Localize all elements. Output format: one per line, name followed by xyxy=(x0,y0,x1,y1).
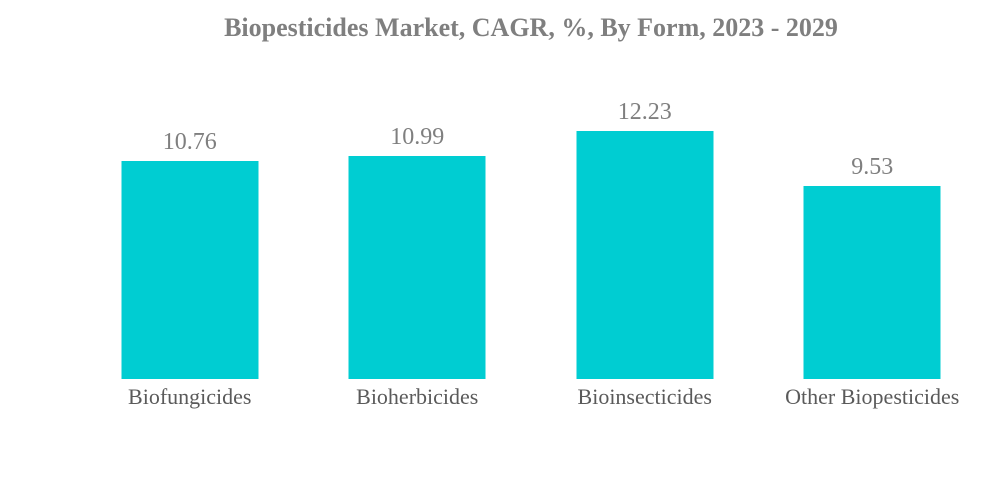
bar-chart: 10.76 Biofungicides 10.99 Bioherbicides 12.2… xyxy=(76,0,986,483)
bar-value-label: 9.53 xyxy=(851,153,894,180)
bar xyxy=(576,131,714,379)
bar xyxy=(348,156,486,379)
chart-title: Biopesticides Market, CAGR, %, By Form, … xyxy=(224,13,838,42)
bar-group: 9.53 Other Biopesticides xyxy=(759,0,987,483)
bar-value-label: 10.76 xyxy=(162,128,217,155)
bar-value-label: 10.99 xyxy=(390,124,445,151)
bar-group: 10.76 Biofungicides xyxy=(76,0,304,483)
bar-group: 12.23 Bioinsecticides xyxy=(531,0,759,483)
bar xyxy=(121,160,259,379)
bar-group: 10.99 Bioherbicides xyxy=(304,0,532,483)
category-label: Bioinsecticides xyxy=(577,384,712,409)
category-label: Biofungicides xyxy=(128,384,252,409)
bar-value-label: 12.23 xyxy=(617,99,672,125)
bar xyxy=(803,185,941,379)
category-label: Other Biopesticides xyxy=(785,384,960,409)
category-label: Bioherbicides xyxy=(356,384,479,409)
